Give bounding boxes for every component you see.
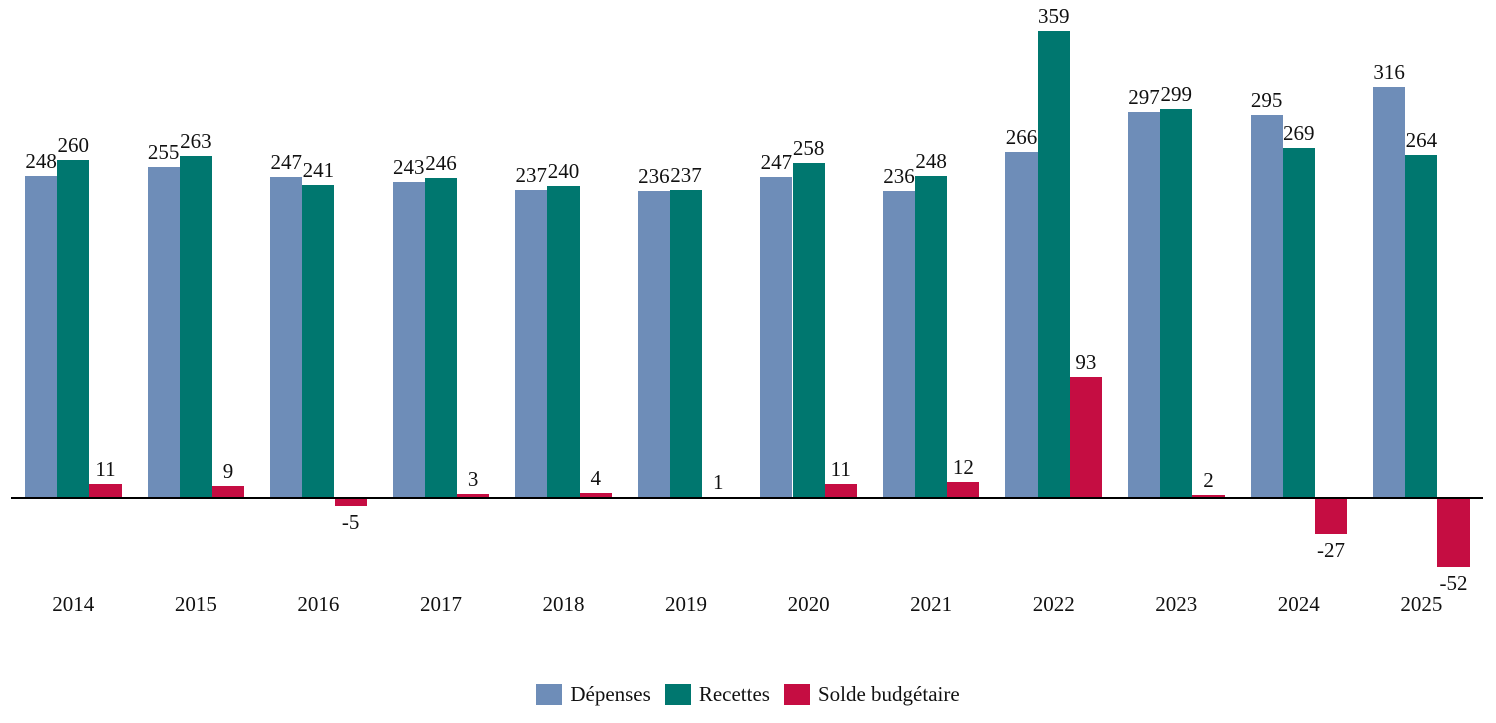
- bar-value-label-d-penses-2015: 255: [147, 139, 180, 164]
- bar-d-penses-2022: [1005, 152, 1038, 498]
- bar-d-penses-2015: [147, 166, 180, 498]
- bar-solde-budg-taire-2022: [1069, 377, 1102, 498]
- bar-value-label-recettes-2022: 359: [1037, 4, 1070, 29]
- bar-d-penses-2016: [270, 176, 303, 498]
- bar-value-label-recettes-2018: 240: [547, 159, 580, 183]
- bar-d-penses-2024: [1250, 114, 1283, 498]
- legend-label-d-penses: Dépenses: [570, 682, 651, 706]
- bar-value-label-solde-budg-taire-2020: 11: [830, 456, 851, 481]
- bar-value-label-d-penses-2024: 295: [1250, 87, 1283, 112]
- bar-recettes-2022: [1037, 31, 1070, 498]
- bar-value-label-d-penses-2014: 248: [25, 148, 57, 173]
- bar-value-label-d-penses-2023: 297: [1128, 84, 1160, 109]
- bar-value-label-solde-budg-taire-2022: 93: [1075, 350, 1097, 375]
- x-tick-label-2020: 2020: [787, 592, 830, 616]
- bar-d-penses-2025: [1373, 87, 1406, 498]
- bar-value-label-solde-budg-taire-2023: 2: [1203, 468, 1214, 493]
- bar-d-penses-2014: [25, 175, 58, 498]
- bar-solde-budg-taire-2021: [947, 482, 980, 498]
- legend-swatch-recettes: [664, 684, 691, 705]
- bar-d-penses-2018: [515, 189, 548, 498]
- bar-recettes-2018: [547, 186, 580, 498]
- x-tick-label-2023: 2023: [1155, 592, 1198, 616]
- bar-value-label-solde-budg-taire-2021: 12: [952, 455, 974, 480]
- bar-value-label-d-penses-2017: 243: [392, 155, 425, 180]
- legend: Dépenses Recettes Solde budgétaire: [0, 682, 1496, 707]
- bar-solde-budg-taire-2023: [1192, 495, 1225, 498]
- bar-value-label-d-penses-2016: 247: [270, 149, 302, 174]
- bar-solde-budg-taire-2024: [1314, 499, 1348, 535]
- bar-solde-budg-taire-2017: [457, 494, 490, 498]
- bar-recettes-2025: [1405, 154, 1438, 498]
- bar-recettes-2014: [57, 160, 90, 498]
- bar-value-label-recettes-2019: 237: [670, 162, 702, 187]
- x-axis-baseline: [11, 497, 1483, 499]
- bar-recettes-2015: [179, 156, 212, 498]
- bar-recettes-2016: [302, 184, 335, 498]
- bar-value-label-d-penses-2022: 266: [1005, 125, 1038, 150]
- x-tick-label-2018: 2018: [542, 592, 585, 616]
- bar-value-label-recettes-2023: 299: [1160, 82, 1192, 107]
- legend-swatch-d-penses: [536, 684, 563, 705]
- x-tick-label-2014: 2014: [52, 592, 95, 616]
- bar-recettes-2017: [424, 178, 458, 498]
- bar-value-label-recettes-2016: 241: [302, 157, 335, 182]
- bar-value-label-solde-budg-taire-2017: 3: [467, 467, 479, 492]
- bar-solde-budg-taire-2020: [824, 483, 857, 498]
- bar-value-label-d-penses-2018: 237: [515, 162, 548, 187]
- bar-value-label-solde-budg-taire-2016: -5: [341, 509, 360, 534]
- bar-value-label-solde-budg-taire-2019: 1: [712, 469, 724, 494]
- x-tick-label-2025: 2025: [1400, 592, 1443, 616]
- bar-value-label-recettes-2025: 264: [1405, 127, 1438, 152]
- bar-value-label-solde-budg-taire-2025: -52: [1439, 570, 1468, 595]
- legend-label-solde-budg-taire: Solde budgétaire: [817, 682, 960, 706]
- bar-solde-budg-taire-2025: [1437, 499, 1470, 567]
- bar-recettes-2019: [669, 189, 703, 498]
- bar-recettes-2021: [915, 175, 948, 498]
- bar-value-label-recettes-2015: 263: [180, 129, 212, 154]
- bar-recettes-2023: [1160, 109, 1193, 498]
- bar-value-label-recettes-2024: 269: [1283, 121, 1315, 146]
- bar-value-label-recettes-2020: 258: [792, 135, 825, 160]
- x-tick-label-2019: 2019: [665, 592, 708, 616]
- bar-solde-budg-taire-2018: [579, 492, 612, 498]
- bar-value-label-solde-budg-taire-2018: 4: [590, 465, 601, 490]
- bar-value-label-solde-budg-taire-2015: 9: [222, 459, 234, 484]
- x-tick-label-2016: 2016: [297, 592, 340, 616]
- x-tick-label-2021: 2021: [910, 592, 953, 616]
- legend-item-recettes: Recettes: [664, 682, 770, 707]
- bar-d-penses-2021: [882, 191, 916, 498]
- bar-value-label-d-penses-2025: 316: [1373, 60, 1405, 85]
- legend-swatch-solde-budg-taire: [783, 684, 810, 705]
- x-tick-label-2017: 2017: [419, 592, 462, 616]
- bar-solde-budg-taire-2016: [334, 499, 367, 506]
- bar-value-label-recettes-2017: 246: [425, 151, 457, 176]
- bar-solde-budg-taire-2014: [89, 483, 122, 498]
- bar-value-label-recettes-2014: 260: [57, 133, 90, 157]
- legend-item-solde-budg-taire: Solde budgétaire: [783, 682, 960, 707]
- bar-recettes-2020: [792, 162, 825, 498]
- legend-label-recettes: Recettes: [698, 682, 770, 706]
- x-tick-label-2024: 2024: [1277, 592, 1320, 616]
- bar-value-label-solde-budg-taire-2024: -27: [1316, 538, 1345, 563]
- bar-d-penses-2019: [637, 191, 670, 498]
- bar-value-label-solde-budg-taire-2014: 11: [95, 456, 116, 481]
- legend-item-d-penses: Dépenses: [536, 682, 651, 707]
- x-tick-label-2015: 2015: [174, 592, 217, 616]
- bar-solde-budg-taire-2015: [211, 486, 245, 498]
- bar-value-label-d-penses-2021: 236: [883, 164, 915, 189]
- bar-value-label-d-penses-2020: 247: [760, 149, 793, 174]
- bar-value-label-recettes-2021: 248: [915, 148, 947, 173]
- bar-d-penses-2020: [760, 176, 793, 498]
- bar-value-label-d-penses-2019: 236: [638, 164, 670, 189]
- bar-d-penses-2023: [1127, 111, 1161, 498]
- x-tick-label-2022: 2022: [1032, 592, 1075, 616]
- bar-d-penses-2017: [392, 182, 425, 498]
- bar-recettes-2024: [1282, 148, 1315, 498]
